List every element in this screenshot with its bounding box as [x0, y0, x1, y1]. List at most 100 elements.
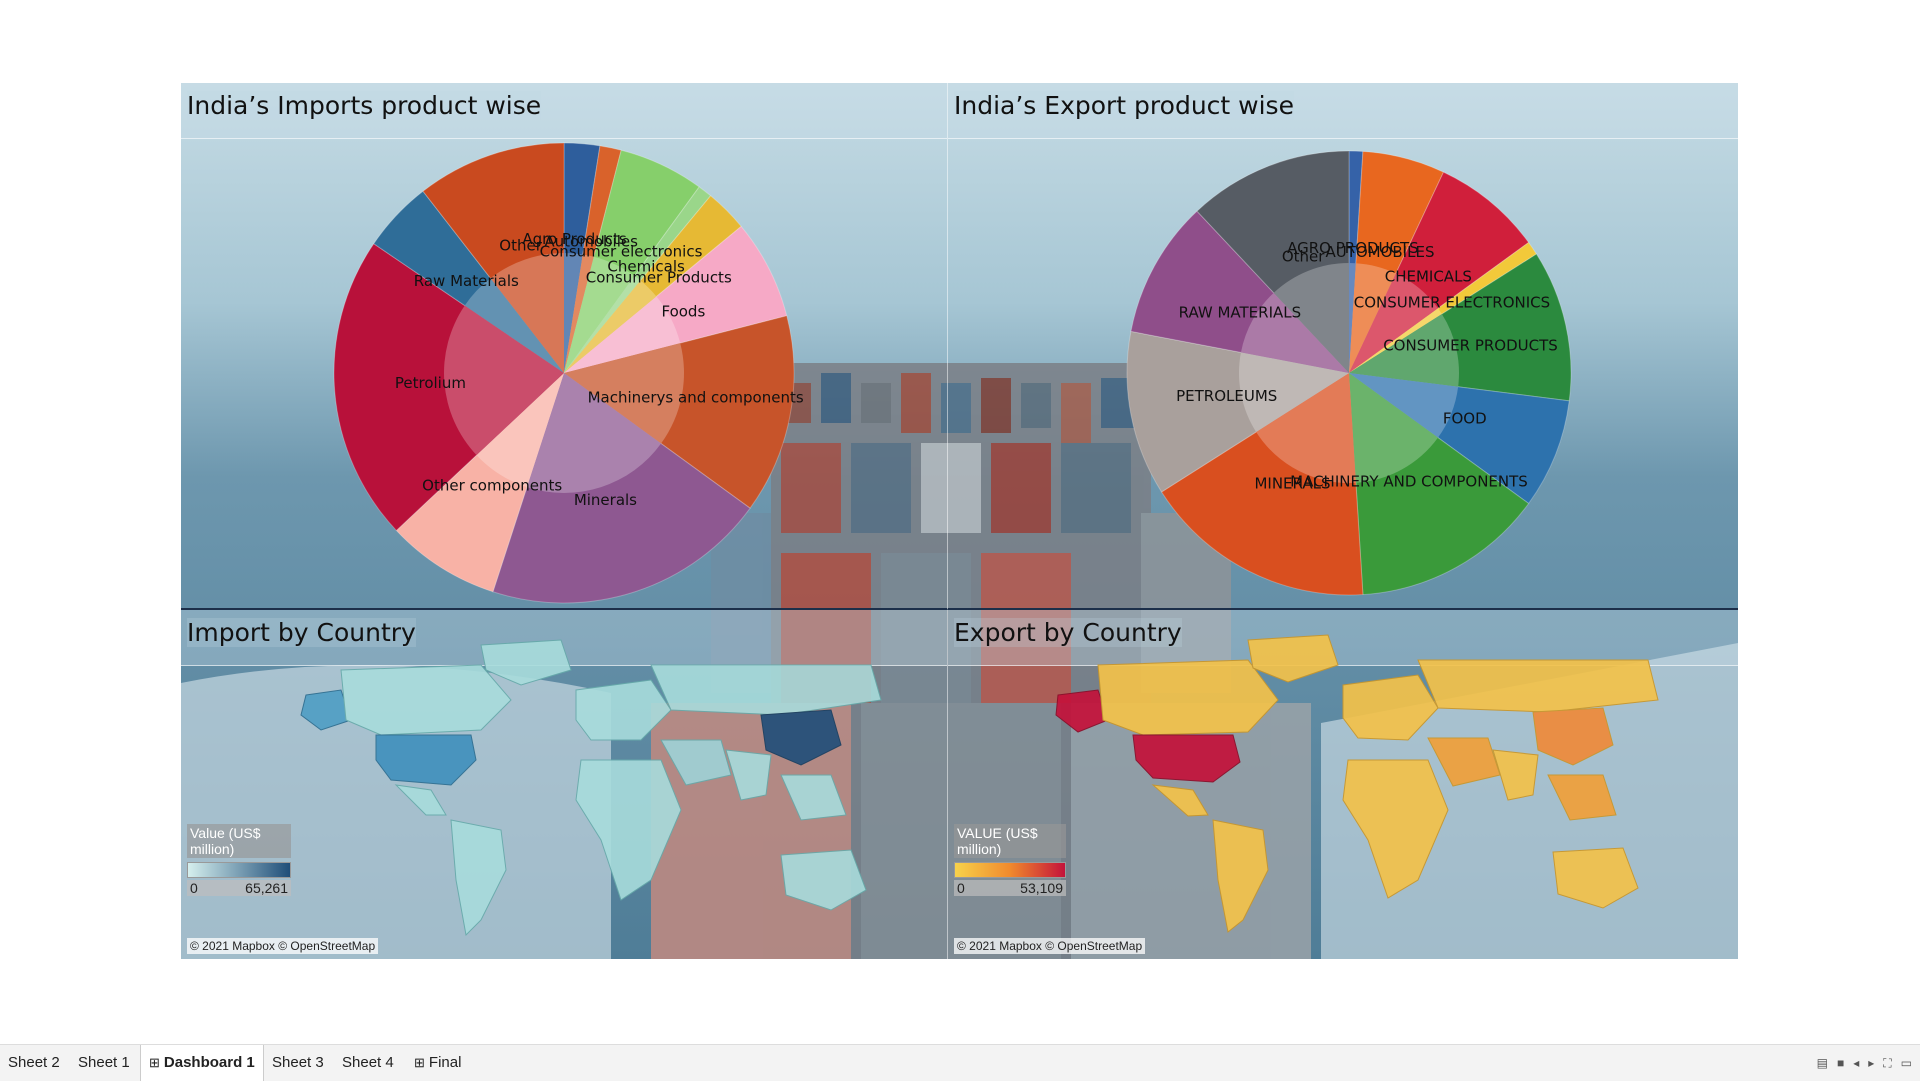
import-pie-inner-slice-5[interactable] — [564, 280, 657, 373]
export-pie-label-7: MACHINERY AND COMPONENTS — [1290, 473, 1528, 491]
export-pie-inner-slice-8[interactable] — [1256, 373, 1356, 483]
export-pie-inner-slice-10[interactable] — [1240, 292, 1349, 373]
export-pie-inner-slice-7[interactable] — [1349, 373, 1438, 483]
map-canada — [340, 664, 512, 736]
fullscreen-icon[interactable]: ⛶ — [1883, 1055, 1892, 1070]
map-south-asia — [725, 749, 772, 801]
export-pie-label-5: CONSUMER PRODUCTS — [1383, 336, 1558, 354]
map-southeast-asia — [1547, 774, 1617, 821]
tab-dashboard-1[interactable]: ⊞ Dashboard 1 — [140, 1045, 264, 1081]
import-map-attribution[interactable]: © 2021 Mapbox © OpenStreetMap — [187, 938, 379, 954]
grid-view-icon[interactable]: ■ — [1836, 1056, 1845, 1070]
export-map-title-strip — [948, 610, 1738, 666]
export-pie-inner-slice-1[interactable] — [1349, 263, 1356, 373]
map-usa — [375, 734, 477, 786]
export-pie-label-2: AUTOMOBILES — [1325, 243, 1434, 261]
presentation-mode-icon[interactable]: ▭ — [1900, 1056, 1912, 1070]
import-country-title: Import by Country — [187, 618, 416, 647]
import-pie-label-4: Chemicals — [607, 258, 685, 276]
import-legend-min: 0 — [190, 880, 198, 896]
export-pie-label-9: PETROLEUMS — [1176, 387, 1277, 405]
tab-label: Sheet 1 — [78, 1054, 130, 1071]
import-pie-inner-slice-12[interactable] — [490, 253, 564, 373]
map-alaska — [1055, 689, 1109, 733]
imports-title-strip — [181, 83, 947, 139]
import-legend-values: 0 65,261 — [187, 880, 291, 896]
import-pie-label-5: Consumer Products — [586, 269, 732, 287]
import-pie-inner-slice-8[interactable] — [526, 373, 662, 493]
import-pie-label-9: Other components — [422, 477, 562, 495]
grid-icon: ⊞ — [414, 1055, 425, 1070]
import-pie-inner-slice-1[interactable] — [564, 253, 583, 373]
tab-sheet-1[interactable]: Sheet 1 — [70, 1045, 138, 1081]
map-russia — [1417, 659, 1659, 713]
import-pie-label-11: Raw Materials — [414, 272, 519, 290]
import-country-panel: Import by Country Value (US$ million) — [181, 610, 948, 959]
export-pie-label-4: CONSUMER ELECTRONICS — [1354, 294, 1550, 312]
filmstrip-view-icon[interactable]: ▤ — [1816, 1056, 1828, 1070]
export-pie-inner-slice-2[interactable] — [1349, 263, 1396, 373]
import-pie-inner-slice-2[interactable] — [564, 254, 594, 373]
tab-label: Sheet 4 — [342, 1054, 394, 1071]
import-pie-inner-slice-3[interactable] — [564, 256, 635, 373]
tab-sheet-3[interactable]: Sheet 3 — [264, 1045, 332, 1081]
tab-final[interactable]: ⊞ Final — [406, 1045, 469, 1081]
map-canada — [1097, 659, 1279, 736]
export-country-panel: Export by Country VALUE (US$ million) — [948, 610, 1738, 959]
export-legend-title: VALUE (US$ million) — [954, 824, 1066, 858]
export-legend-min: 0 — [957, 880, 965, 896]
map-alaska — [300, 689, 352, 731]
import-pie-inner-slice-4[interactable] — [564, 275, 641, 373]
tabbar-controls: ▤ ■ ◂ ▸ ⛶ ▭ — [1817, 1045, 1912, 1081]
import-pie-inner-slice-6[interactable] — [564, 296, 681, 373]
map-southeast-asia — [780, 774, 847, 821]
export-pie-inner-slice-6[interactable] — [1349, 373, 1459, 438]
map-middle-east — [660, 739, 732, 786]
export-pie-inner-slice-3[interactable] — [1349, 273, 1438, 373]
map-australia — [1552, 847, 1639, 909]
export-pie-label-10: RAW MATERIALS — [1179, 304, 1302, 322]
export-legend-bar — [954, 862, 1066, 878]
map-greenland — [1247, 634, 1339, 683]
import-pie-inner-slice-9[interactable] — [476, 373, 564, 488]
grid-icon: ⊞ — [149, 1055, 160, 1070]
map-europe — [575, 679, 672, 741]
imports-product-title: India’s Imports product wise — [187, 91, 542, 120]
export-world-map[interactable] — [948, 610, 1738, 959]
map-china — [760, 709, 842, 766]
import-pie-label-10: Petrolium — [395, 374, 466, 392]
map-china — [1532, 707, 1614, 766]
export-pie-inner-slice-9[interactable] — [1239, 352, 1349, 432]
tab-sheet-4[interactable]: Sheet 4 — [334, 1045, 402, 1081]
tab-label: Final — [428, 1054, 462, 1071]
export-pie-inner-slice-11[interactable] — [1273, 263, 1349, 373]
map-russia — [650, 664, 882, 716]
export-map-attribution[interactable]: © 2021 Mapbox © OpenStreetMap — [954, 938, 1146, 954]
export-pie-inner-slice-4[interactable] — [1349, 308, 1442, 373]
dashboard: India’s Imports product wise Agro Produc… — [181, 83, 1738, 959]
export-pie-label-11: Other — [1282, 248, 1325, 266]
map-south-america — [1212, 819, 1269, 933]
import-pie-label-6: Foods — [661, 303, 705, 321]
import-legend-max: 65,261 — [245, 880, 288, 896]
map-usa — [1132, 734, 1241, 783]
map-africa — [1342, 759, 1449, 899]
map-europe — [1342, 674, 1439, 741]
next-sheet-icon[interactable]: ▸ — [1868, 1056, 1875, 1070]
previous-sheet-icon[interactable]: ◂ — [1853, 1056, 1860, 1070]
import-world-map[interactable] — [181, 610, 948, 959]
map-africa — [575, 759, 682, 901]
import-pie-label-1: Agro Products — [522, 230, 627, 248]
exports-title-strip — [948, 83, 1738, 139]
export-pie-inner-slice-5[interactable] — [1349, 314, 1459, 387]
import-pie-inner-slice-11[interactable] — [464, 278, 564, 373]
import-pie-label-8: Minerals — [574, 491, 637, 509]
import-legend: Value (US$ million) 0 65,261 — [187, 824, 291, 896]
import-pie-label-2: Automobiles — [544, 232, 638, 250]
import-pie-inner-slice-10[interactable] — [444, 305, 564, 456]
tab-label: Dashboard 1 — [163, 1054, 255, 1071]
import-pie-inner-slice-7[interactable] — [564, 343, 684, 444]
tab-sheet-2[interactable]: Sheet 2 — [0, 1045, 68, 1081]
